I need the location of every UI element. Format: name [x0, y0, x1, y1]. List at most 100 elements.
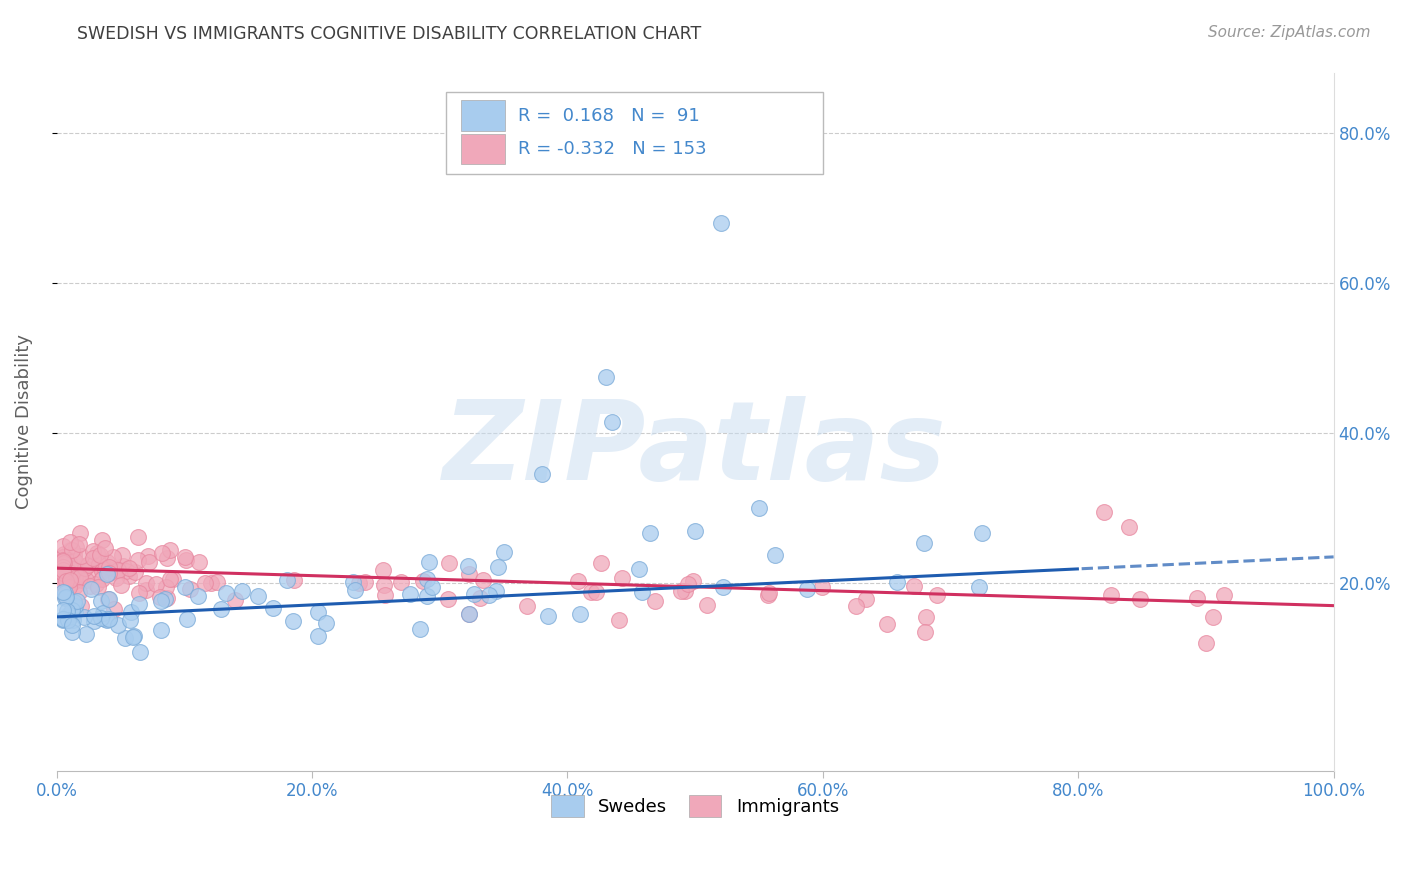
- Point: [59, 568, 82, 582]
- Point: [631, 584, 654, 599]
- Point: [52, 550, 75, 565]
- Point: [676, 577, 699, 591]
- Point: [485, 584, 508, 599]
- Point: [86, 577, 108, 591]
- Point: [63, 605, 86, 619]
- Point: [174, 550, 197, 565]
- Point: [342, 575, 364, 590]
- FancyBboxPatch shape: [461, 134, 505, 164]
- Point: [107, 618, 129, 632]
- Point: [62, 575, 84, 590]
- Point: [1213, 588, 1236, 602]
- Point: [96, 613, 118, 627]
- Point: [86, 546, 108, 560]
- Point: [52, 539, 75, 553]
- Point: [91, 561, 114, 575]
- Y-axis label: Cognitive Disability: Cognitive Disability: [15, 334, 32, 509]
- Point: [53, 591, 76, 605]
- Point: [52, 564, 75, 578]
- Point: [215, 586, 238, 600]
- Point: [353, 574, 375, 589]
- Point: [53, 558, 76, 573]
- Point: [62, 613, 84, 627]
- Point: [914, 624, 936, 639]
- Point: [673, 583, 696, 598]
- Point: [56, 576, 79, 591]
- Point: [173, 581, 195, 595]
- Point: [600, 415, 623, 429]
- Point: [153, 591, 176, 606]
- Point: [188, 555, 211, 569]
- Point: [94, 612, 117, 626]
- Point: [135, 583, 157, 598]
- Point: [60, 624, 83, 639]
- Point: [409, 622, 432, 636]
- Point: [56, 604, 79, 618]
- Point: [93, 607, 115, 621]
- Point: [52, 553, 75, 567]
- Point: [105, 571, 128, 585]
- Point: [60, 617, 83, 632]
- Point: [97, 566, 120, 581]
- Point: [58, 610, 80, 624]
- Point: [60, 543, 83, 558]
- Point: [62, 564, 84, 578]
- Point: [585, 584, 607, 599]
- Point: [55, 574, 77, 588]
- Point: [470, 591, 492, 606]
- Point: [209, 602, 232, 616]
- Point: [537, 609, 560, 624]
- Point: [76, 558, 98, 572]
- Point: [53, 556, 76, 570]
- Point: [120, 613, 142, 627]
- Point: [58, 555, 80, 569]
- Point: [711, 581, 734, 595]
- Point: [52, 566, 75, 580]
- Point: [315, 615, 337, 630]
- Point: [748, 501, 770, 516]
- Point: [66, 569, 89, 583]
- Point: [67, 584, 90, 599]
- Point: [458, 607, 481, 621]
- Point: [914, 536, 936, 550]
- Point: [1099, 588, 1122, 602]
- Point: [96, 555, 118, 569]
- Point: [55, 586, 77, 600]
- Point: [91, 533, 114, 547]
- Text: R =  0.168   N =  91: R = 0.168 N = 91: [517, 106, 699, 125]
- Point: [114, 632, 136, 646]
- Point: [1185, 591, 1208, 606]
- Point: [373, 588, 395, 602]
- Point: [150, 623, 173, 637]
- Point: [104, 562, 127, 576]
- Point: [59, 561, 82, 575]
- Point: [595, 369, 617, 384]
- Point: [763, 548, 786, 562]
- Point: [281, 614, 304, 628]
- Point: [457, 566, 479, 581]
- Point: [347, 575, 370, 590]
- Point: [52, 559, 75, 574]
- Point: [94, 562, 117, 576]
- Point: [128, 597, 150, 611]
- Point: [627, 562, 650, 576]
- Point: [569, 607, 592, 622]
- Point: [1129, 592, 1152, 607]
- Point: [63, 548, 86, 562]
- Point: [67, 537, 90, 551]
- Point: [458, 607, 481, 621]
- Point: [135, 576, 157, 591]
- Point: [845, 599, 868, 613]
- Point: [58, 565, 80, 579]
- Point: [187, 589, 209, 603]
- Point: [756, 588, 779, 602]
- Point: [70, 549, 93, 564]
- Point: [373, 577, 395, 591]
- Legend: Swedes, Immigrants: Swedes, Immigrants: [544, 788, 846, 824]
- Point: [969, 580, 991, 594]
- Point: [122, 630, 145, 644]
- Point: [162, 572, 184, 586]
- Point: [75, 573, 97, 587]
- Point: [59, 535, 82, 549]
- Point: [53, 547, 76, 561]
